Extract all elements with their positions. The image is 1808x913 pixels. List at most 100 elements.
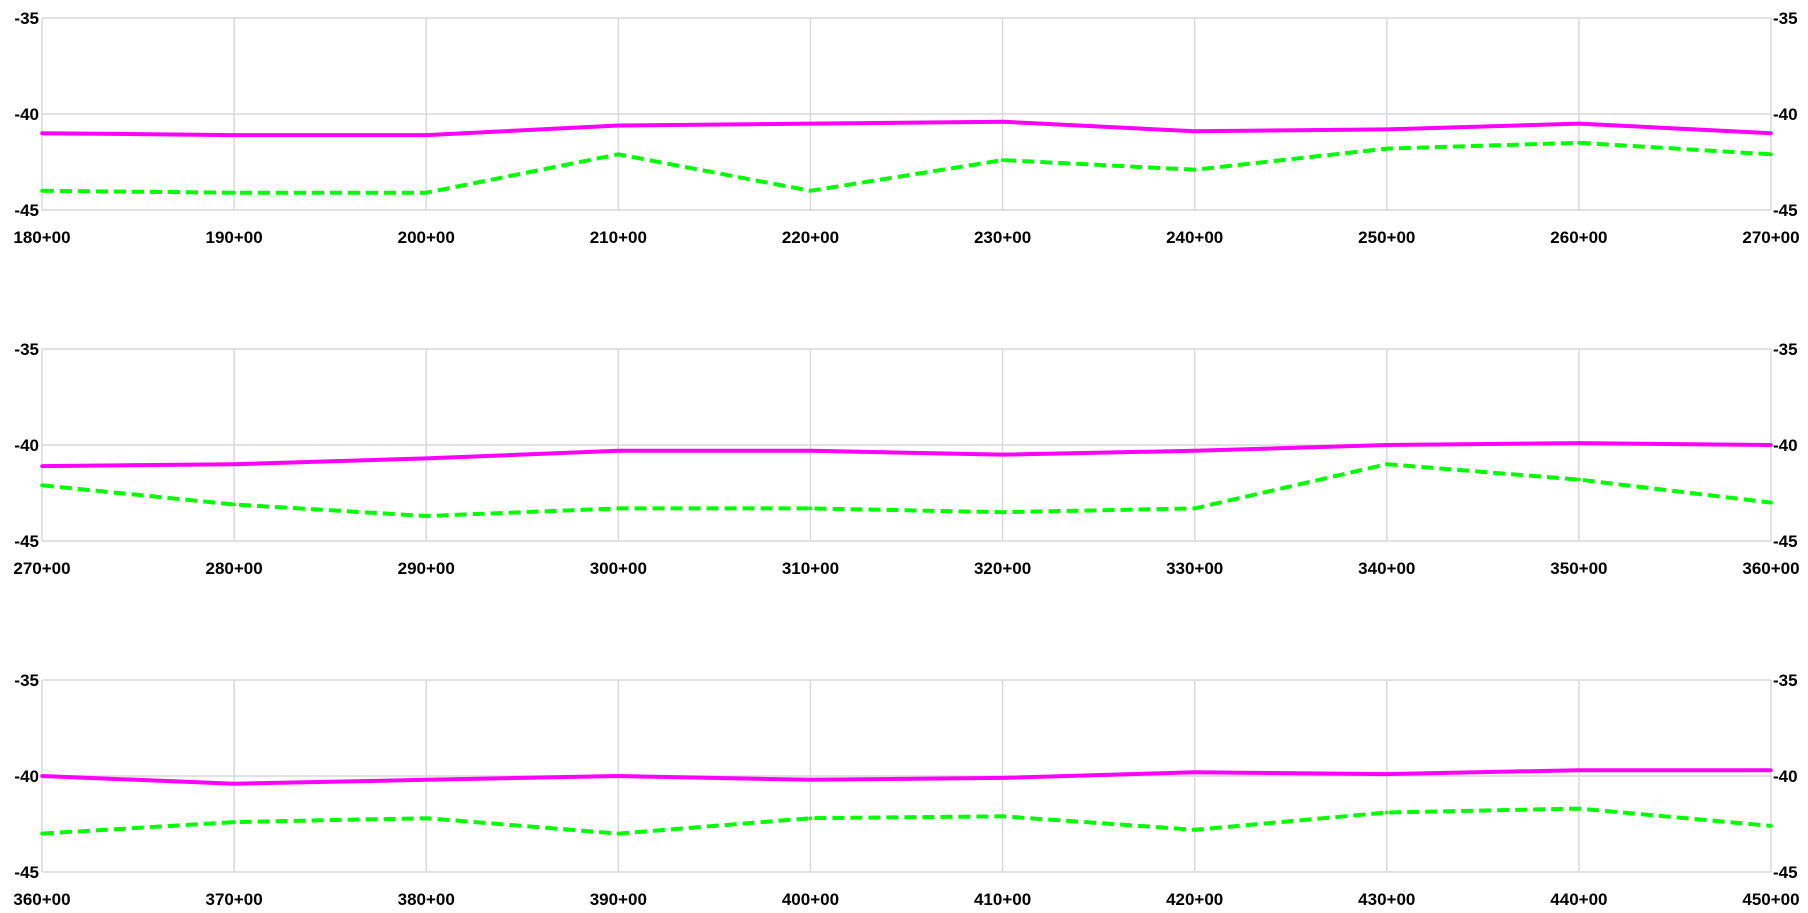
y-tick-label-left: -45 xyxy=(14,863,39,882)
y-tick-label-right: -35 xyxy=(1773,9,1798,28)
x-tick-label: 190+00 xyxy=(206,228,263,247)
data-point xyxy=(1384,443,1389,447)
data-point xyxy=(40,483,44,488)
data-point xyxy=(1000,158,1005,162)
x-tick-label: 360+00 xyxy=(13,890,70,909)
x-tick-label: 200+00 xyxy=(398,228,455,247)
x-tick-label: 330+00 xyxy=(1166,559,1223,578)
y-tick-label-right: -35 xyxy=(1773,671,1798,690)
series-line-2 xyxy=(41,806,1772,836)
data-point xyxy=(424,778,429,782)
y-tick-label-left: -40 xyxy=(14,767,39,786)
data-point xyxy=(232,820,236,824)
data-point xyxy=(424,133,429,137)
data-point xyxy=(1577,768,1581,773)
data-point xyxy=(1384,146,1389,151)
data-point xyxy=(616,774,621,778)
data-point xyxy=(1384,772,1389,776)
data-point xyxy=(808,189,813,193)
data-point xyxy=(616,123,621,128)
data-point xyxy=(1000,510,1005,514)
data-point xyxy=(232,502,236,507)
x-tick-label: 310+00 xyxy=(782,559,839,578)
data-point xyxy=(1384,462,1389,467)
x-tick-label: 270+00 xyxy=(1742,228,1799,247)
data-point xyxy=(808,121,813,126)
x-tick-label: 220+00 xyxy=(782,228,839,247)
x-tick-label: 360+00 xyxy=(1742,559,1799,578)
x-tick-label: 270+00 xyxy=(13,559,70,578)
data-point xyxy=(1000,814,1005,819)
data-point xyxy=(40,131,44,135)
data-point xyxy=(1192,506,1197,511)
chart-panel-3: -35 -35 -40 -40 -45 -45 360+00 370+00 380+00 390+… xyxy=(13,671,1799,909)
data-point xyxy=(616,831,621,836)
x-tick-label: 440+00 xyxy=(1550,890,1607,909)
data-point xyxy=(1769,443,1773,447)
data-point xyxy=(1577,441,1581,445)
x-tick-label: 260+00 xyxy=(1550,228,1607,247)
data-point xyxy=(1192,770,1197,774)
data-point xyxy=(1192,827,1197,832)
data-point xyxy=(424,190,429,195)
data-point xyxy=(1577,141,1581,145)
data-point xyxy=(616,448,621,453)
x-tick-label: 250+00 xyxy=(1358,228,1415,247)
y-tick-label-right: -45 xyxy=(1773,863,1798,882)
data-point xyxy=(1769,824,1773,828)
x-tick-label: 290+00 xyxy=(398,559,455,578)
data-point xyxy=(616,506,621,511)
data-point xyxy=(232,190,236,195)
data-point xyxy=(808,816,813,821)
y-tick-label-left: -35 xyxy=(14,671,39,690)
x-tick-label: 280+00 xyxy=(206,559,263,578)
x-tick-label: 410+00 xyxy=(974,890,1031,909)
data-point xyxy=(1577,806,1581,811)
x-tick-label: 390+00 xyxy=(590,890,647,909)
data-point xyxy=(808,506,813,511)
y-tick-label-left: -40 xyxy=(14,436,39,455)
data-point xyxy=(40,464,44,468)
data-point xyxy=(808,448,813,453)
x-tick-label: 180+00 xyxy=(13,228,70,247)
data-point xyxy=(1000,119,1005,124)
x-tick-label: 400+00 xyxy=(782,890,839,909)
data-point xyxy=(232,462,236,467)
series-line-1 xyxy=(41,441,1772,469)
data-point xyxy=(1769,131,1773,135)
x-tick-label: 300+00 xyxy=(590,559,647,578)
data-point xyxy=(232,133,236,137)
x-tick-label: 370+00 xyxy=(206,890,263,909)
data-point xyxy=(40,774,44,778)
data-point xyxy=(40,189,44,193)
y-tick-label-right: -35 xyxy=(1773,340,1798,359)
data-point xyxy=(1384,127,1389,132)
x-tick-label: 320+00 xyxy=(974,559,1031,578)
x-tick-label: 240+00 xyxy=(1166,228,1223,247)
y-tick-label-left: -45 xyxy=(14,532,39,551)
y-tick-label-left: -45 xyxy=(14,201,39,220)
data-point xyxy=(424,816,429,821)
data-point xyxy=(1384,810,1389,815)
series-line-1 xyxy=(41,768,1771,786)
data-point xyxy=(232,781,236,786)
y-tick-label-right: -45 xyxy=(1773,532,1798,551)
x-tick-label: 340+00 xyxy=(1358,559,1415,578)
data-point xyxy=(1769,152,1773,157)
x-tick-label: 230+00 xyxy=(974,228,1031,247)
y-tick-label-left: -40 xyxy=(14,105,39,124)
data-point xyxy=(616,152,621,157)
series-line-2 xyxy=(41,462,1772,518)
data-point xyxy=(808,778,813,782)
chart-panel-1: -35 -35 -40 -40 -45 -45 180+00 190+00 200+00 210+… xyxy=(13,9,1799,247)
data-point xyxy=(1577,477,1581,482)
x-tick-label: 380+00 xyxy=(398,890,455,909)
x-tick-label: 210+00 xyxy=(590,228,647,247)
data-point xyxy=(1192,167,1197,172)
data-point xyxy=(424,456,429,461)
data-point xyxy=(1192,129,1197,134)
data-point xyxy=(1577,121,1581,126)
series-line-2 xyxy=(41,140,1772,195)
y-tick-label-left: -35 xyxy=(14,340,39,359)
